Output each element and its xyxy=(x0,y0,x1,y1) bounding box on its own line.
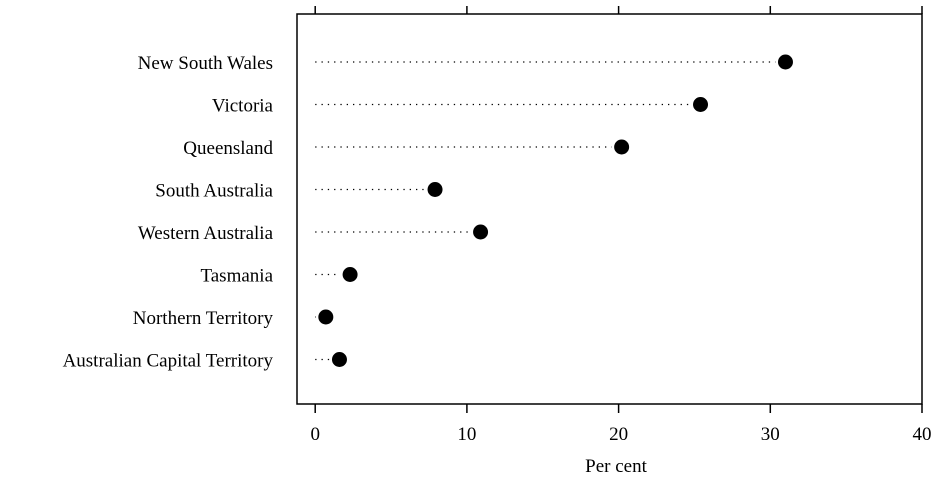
x-tick-label: 20 xyxy=(609,424,628,445)
category-label: Western Australia xyxy=(138,223,274,244)
x-tick-label: 40 xyxy=(913,424,932,445)
plot-frame xyxy=(296,13,923,405)
x-axis-ticks: 0 10 20 30 40 xyxy=(310,6,932,445)
data-point xyxy=(473,224,489,240)
x-axis-title: Per cent xyxy=(585,456,647,477)
category-label: Northern Territory xyxy=(133,308,274,329)
category-label: Victoria xyxy=(212,96,274,117)
data-point xyxy=(693,97,709,112)
data-point xyxy=(427,182,443,197)
x-tick-label: 10 xyxy=(457,424,476,445)
data-point xyxy=(614,139,630,155)
category-label: Australian Capital Territory xyxy=(63,351,274,372)
category-label: South Australia xyxy=(155,181,273,202)
data-point xyxy=(318,309,334,325)
data-dots xyxy=(318,54,793,367)
data-point xyxy=(777,54,793,70)
x-tick-label: 0 xyxy=(310,424,320,445)
category-label: New South Wales xyxy=(138,53,273,74)
category-label: Tasmania xyxy=(200,266,273,287)
dotted-leaders xyxy=(315,61,776,361)
data-point xyxy=(331,352,347,367)
data-point xyxy=(342,267,358,282)
category-labels: New South Wales Victoria Queensland South A… xyxy=(63,53,274,372)
x-tick-label: 30 xyxy=(761,424,780,445)
category-label: Queensland xyxy=(183,138,273,159)
